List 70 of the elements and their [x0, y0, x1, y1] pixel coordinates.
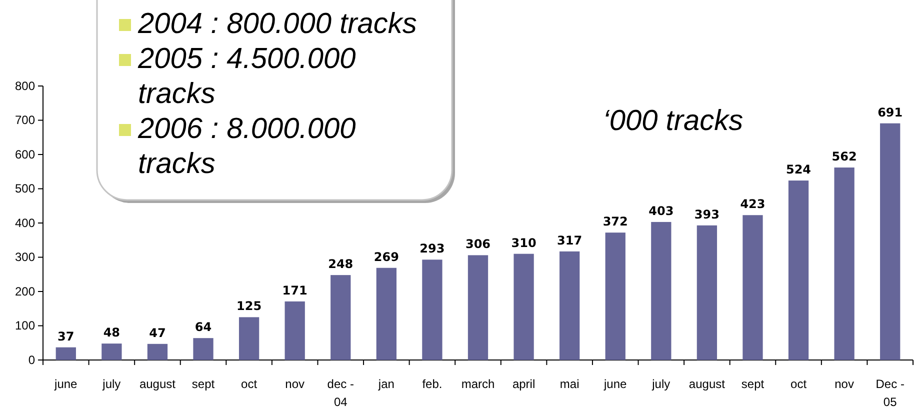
x-tick-label: august: [688, 377, 726, 391]
x-tick-label: oct: [790, 377, 808, 391]
x-tick-label: june: [603, 377, 628, 391]
data-label: 171: [282, 283, 308, 298]
data-label: 269: [374, 250, 399, 264]
x-tick-label: july: [102, 377, 121, 391]
y-tick-label: 200: [14, 284, 36, 298]
data-label: 248: [328, 257, 354, 272]
x-tick-label: sept: [192, 377, 216, 391]
data-label: 691: [878, 105, 903, 120]
x-tick-label: nov: [285, 377, 305, 391]
bar: [102, 344, 122, 360]
bar: [284, 301, 305, 360]
data-label: 125: [236, 299, 262, 314]
text: 2004 : 800.000 tracks: [137, 8, 417, 40]
y-tick-label: 300: [14, 250, 36, 264]
y-tick-label: 700: [14, 113, 36, 128]
bar: [56, 347, 76, 360]
data-label: 48: [103, 326, 120, 340]
y-tick-label: 500: [14, 182, 36, 196]
y-tick-label: 800: [14, 78, 36, 93]
y-tick-label: 400: [14, 216, 36, 230]
bar: [193, 338, 214, 360]
data-label: 306: [465, 237, 491, 252]
x-tick-label: nov: [834, 377, 854, 391]
y-tick-label: 600: [14, 147, 36, 162]
data-label: 64: [194, 320, 212, 334]
bar: [605, 232, 626, 360]
bar: [880, 123, 900, 360]
bar: [560, 251, 580, 360]
data-label: 524: [786, 162, 812, 177]
x-tick-label: april: [512, 377, 536, 391]
x-tick-label: august: [139, 377, 176, 391]
annotation: 2006 : 8.000.000 tracks: [137, 113, 356, 180]
x-tick-label: oct: [241, 377, 258, 391]
annotation: 2005 : 4.500.000 tracks: [137, 43, 356, 110]
bar: [147, 344, 168, 360]
bar: [468, 255, 488, 360]
x-tick-label: dec - 04: [327, 377, 354, 408]
bar: [238, 317, 260, 360]
bar: [788, 180, 809, 360]
data-label: 293: [420, 242, 445, 256]
bar: [514, 254, 534, 360]
bar: [696, 225, 718, 360]
bar: [376, 268, 396, 360]
y-tick-label: 100: [14, 318, 36, 333]
x-tick-label: june: [54, 377, 78, 391]
data-label: 423: [740, 197, 766, 212]
x-tick-label: july: [651, 377, 670, 391]
x-tick-label: march: [461, 377, 495, 391]
data-label: 393: [694, 207, 720, 222]
x-tick-label: jan: [377, 377, 394, 391]
data-label: 317: [557, 233, 582, 248]
data-label: 403: [648, 204, 674, 218]
y-axis-title: ‘000 tracks: [602, 105, 744, 137]
bar: [742, 215, 763, 360]
data-label: 562: [832, 150, 857, 164]
data-label: 47: [149, 326, 166, 340]
data-label: 310: [511, 236, 536, 250]
y-tick-label: 0: [28, 352, 36, 367]
x-tick-label: mai: [560, 377, 580, 391]
data-label: 37: [58, 329, 74, 344]
x-tick-label: sept: [741, 377, 765, 391]
data-label: 372: [602, 214, 628, 229]
bar: [651, 222, 672, 360]
x-tick-label: feb.: [422, 377, 442, 391]
bar: [834, 168, 854, 360]
bar: [422, 260, 442, 360]
x-tick-label: Dec - 05: [876, 377, 904, 408]
bar: [330, 275, 351, 360]
